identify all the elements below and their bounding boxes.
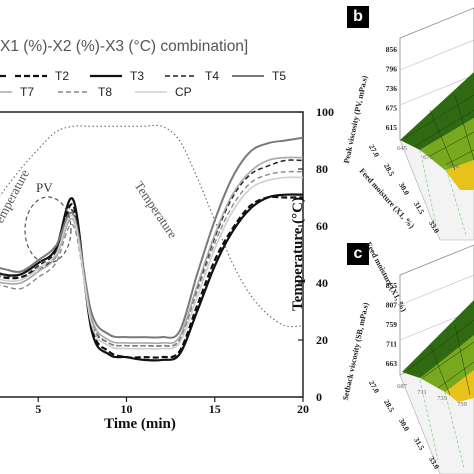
temperature-annotation-left: emperature xyxy=(0,167,32,226)
surface-z-tick-label: 663 xyxy=(386,359,398,368)
surface-b-mesh-line xyxy=(454,94,474,161)
y-tick-label: 0 xyxy=(316,390,322,404)
x-axis-ticks: 5 10 15 20 xyxy=(35,397,309,416)
pv-annotation-label: PV xyxy=(36,180,53,195)
surface-y-tick-label: 28.5 xyxy=(382,398,396,414)
surface-c-mesh-line xyxy=(407,319,474,371)
temperature-profile xyxy=(0,124,303,328)
y-axis-right-ticks: 0 20 40 60 80 100 xyxy=(298,105,334,404)
surface-z-tick-label: 759 xyxy=(386,320,398,329)
surface-c-contour xyxy=(419,379,439,461)
surface-x-tick-label: 706 xyxy=(449,163,460,170)
surface-y-tick-label: 31.5 xyxy=(412,200,426,216)
surface-b-mesh-line xyxy=(444,149,474,166)
series-line-t4 xyxy=(0,159,303,347)
y-axis-right-label: Temperature (°C) xyxy=(290,197,306,311)
legend-label-cp: CP xyxy=(175,85,192,99)
main-line-chart: PV Temperature emperature 5 10 15 20 0 20 40 6… xyxy=(0,105,334,432)
surface-y-tick-label: 31.5 xyxy=(412,436,426,452)
surface-x-tick-label: 759 xyxy=(457,401,467,408)
surface-b-y-label: Feed moisture (X1, %) xyxy=(358,166,417,230)
legend: T2 T3 T4 T5 T7 T8 CP xyxy=(0,69,286,99)
legend-label-t3: T3 xyxy=(130,69,144,83)
surface-b-mesh-dark xyxy=(400,72,474,150)
series-line-t8 xyxy=(0,170,303,347)
surface-y-tick-label: 30.0 xyxy=(397,417,411,433)
surface-z-tick-label: 856 xyxy=(386,45,398,54)
surface-b-mesh-line xyxy=(404,94,474,139)
series-line-t5 xyxy=(0,136,303,339)
surface-c-mesh-line xyxy=(454,324,471,396)
chart-heading: X1 (%)-X2 (%)-X3 (°C) combination] xyxy=(0,38,249,55)
surface-c-mesh-dark xyxy=(402,300,474,378)
surface-x-tick-label: 675 xyxy=(423,154,433,161)
surface-c-mesh-line xyxy=(437,361,474,389)
surface-b-mesh-line xyxy=(429,109,456,171)
temperature-annotation-right: Temperature xyxy=(132,178,181,241)
series-line-t3 xyxy=(0,193,303,362)
surface-x-tick-label: 645 xyxy=(397,145,407,152)
surface-x-tick-label: 735 xyxy=(437,395,447,402)
surface-y-tick-label: 30.0 xyxy=(397,181,411,197)
surface-c-mesh-light xyxy=(445,370,474,402)
surface-c-z-label: Setback viscosity (SB, mPa.s) xyxy=(341,301,371,401)
surface-b-mesh-line xyxy=(414,109,474,147)
temperature-profile-line xyxy=(0,124,303,328)
surface-c-contour xyxy=(444,391,465,469)
pv-annotation-ellipse xyxy=(24,196,72,264)
legend-label-t4: T4 xyxy=(205,69,219,83)
surface-x-tick-label: 687 xyxy=(397,383,408,390)
surface-z-tick-label: 855 xyxy=(386,281,398,290)
surface-z-tick-label: 675 xyxy=(386,104,398,113)
surface-x-tick-label: 711 xyxy=(417,389,427,396)
surface-y-tick-label: 28.5 xyxy=(382,162,396,178)
y-tick-label: 60 xyxy=(316,219,328,233)
surface-z-tick-label: 615 xyxy=(386,123,398,132)
viscosity-series xyxy=(0,136,303,362)
surface-c-grid-line xyxy=(399,274,474,306)
series-line-cp xyxy=(0,176,303,350)
y-tick-label: 80 xyxy=(316,162,328,176)
x-tick-label: 5 xyxy=(35,402,41,416)
legend-label-t8: T8 xyxy=(98,85,112,99)
legend-label-t7: T7 xyxy=(20,85,34,99)
surface-b-contour xyxy=(444,164,467,236)
series-line-t2 xyxy=(0,195,303,359)
surface-b-grid-line xyxy=(399,74,474,106)
surface-b-grid-line xyxy=(399,39,474,71)
surface-z-tick-label: 711 xyxy=(386,340,397,349)
y-tick-label: 100 xyxy=(316,105,334,119)
x-axis-label: Time (min) xyxy=(104,416,176,432)
y-tick-label: 40 xyxy=(316,276,328,290)
panel-label-b: b xyxy=(347,6,369,28)
x-tick-label: 15 xyxy=(209,402,221,416)
x-tick-label: 10 xyxy=(121,402,133,416)
legend-label-t2: T2 xyxy=(55,69,69,83)
surface-c-mesh-line xyxy=(421,341,474,379)
surface-c-mesh-line xyxy=(429,344,451,396)
surface-y-tick-label: 27.0 xyxy=(367,143,381,159)
surface-z-tick-label: 807 xyxy=(386,301,398,310)
surface-y-tick-label: 27.0 xyxy=(367,379,381,395)
surface-z-tick-label: 736 xyxy=(386,84,398,93)
surface-b-contour xyxy=(419,149,437,226)
legend-label-t5: T5 xyxy=(272,69,286,83)
x-tick-label: 20 xyxy=(297,402,309,416)
surface-z-tick-label: 796 xyxy=(386,65,398,74)
y-tick-label: 20 xyxy=(316,333,328,347)
panel-label-c: c xyxy=(347,243,369,265)
surface-b-z-label: Peak viscosity (PV, mPa.s) xyxy=(342,74,369,164)
plot-area-border xyxy=(0,111,304,398)
surface-b-mesh-light xyxy=(445,160,474,190)
series-line-t7 xyxy=(0,156,303,345)
surface-c-mesh-mid xyxy=(420,335,474,392)
surface-b-mesh-line xyxy=(429,131,474,157)
